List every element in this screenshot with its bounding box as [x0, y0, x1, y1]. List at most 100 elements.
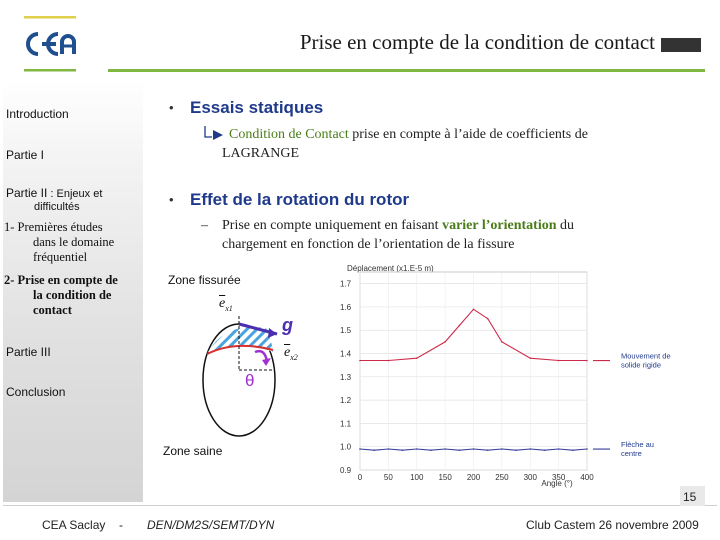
chart-point-1: [415, 357, 418, 359]
highlight-varier-orientation: varier l’orientation: [442, 218, 557, 233]
chart-x-label: Angle (°): [541, 479, 573, 488]
chart-x-tick-label: 100: [410, 473, 424, 482]
chart-point-2: [444, 448, 446, 450]
ex2-sub: x2: [290, 352, 298, 362]
chart-point-2: [401, 449, 404, 451]
bullet-2: •: [169, 192, 174, 207]
chart-y-tick-label: 1.1: [340, 419, 352, 428]
chart-point-1: [444, 341, 446, 343]
bullet-1: •: [169, 100, 174, 115]
heading-essais-statiques: Essais statiques: [190, 98, 324, 117]
chart-point-2: [387, 448, 390, 450]
chart-title: Déplacement (x1.E-5 m): [347, 264, 434, 273]
g-label: g: [282, 315, 293, 335]
chart-point-1: [359, 359, 361, 362]
page-number: 15: [683, 490, 697, 504]
chart-point-2: [430, 449, 432, 451]
sidebar: Introduction Partie I Partie II : Enjeux…: [3, 80, 143, 502]
nav-partie-2[interactable]: Partie II : Enjeux et: [6, 186, 102, 200]
chart-legend-label-1: Mouvement de solide rigide: [621, 352, 671, 370]
chart-y-tick-label: 1.0: [340, 443, 352, 452]
sub-point-1: Condition de Contact prise en compte à l…: [229, 125, 588, 144]
title-accent-block: [661, 38, 701, 52]
footer-department: DEN/DM2S/SEMT/DYN: [147, 518, 275, 532]
footer-org: CEA Saclay: [42, 518, 106, 532]
chart-x-tick-label: 0: [358, 473, 363, 482]
chart-point-1: [529, 357, 532, 359]
sub-point-2-pre: Prise en compte uniquement en faisant: [222, 218, 443, 233]
chart-point-2: [515, 449, 517, 451]
chart-x-tick-label: 250: [495, 473, 509, 482]
sub-point-1-line-2: LAGRANGE: [222, 146, 299, 161]
header-divider: [108, 69, 705, 72]
nav-introduction[interactable]: Introduction: [6, 107, 69, 121]
footer-event: Club Castem 26 novembre 2009: [526, 518, 699, 532]
footer-separator: -: [119, 518, 123, 532]
chart-y-tick-label: 1.4: [340, 350, 352, 359]
chart-y-tick-label: 1.6: [340, 303, 352, 312]
nav-item-2-line-3: contact: [33, 303, 72, 317]
chart-point-2: [572, 449, 574, 451]
nav-partie-1[interactable]: Partie I: [6, 148, 45, 162]
logo-text: cea: [18, 14, 20, 15]
chart-point-1: [472, 308, 475, 311]
chart-y-tick-label: 1.5: [340, 326, 352, 335]
chart-y-tick-label: 1.3: [340, 373, 352, 382]
nav-item-1-line-2: dans le domaine: [33, 235, 115, 249]
ex1-symbol: e: [219, 296, 226, 311]
chart-x-tick-label: 350: [552, 473, 566, 482]
sub-arrow-icon: [204, 126, 223, 140]
label-zone-fissuree: Zone fissurée: [168, 273, 241, 287]
chart-point-2: [486, 449, 489, 451]
nav-item-2-line-1: 2- Prise en compte de: [4, 273, 118, 287]
nav-item-2-line-2: la condition de: [33, 288, 112, 302]
chart-x-tick-label: 150: [438, 473, 452, 482]
heading-effet-rotation: Effet de la rotation du rotor: [190, 190, 410, 209]
displacement-chart: Déplacement (x1.E-5 m) 0.9 1.0 1.1 1.2 1.3 1.…: [325, 260, 685, 492]
chart-point-2: [529, 448, 532, 450]
nav-partie-2-sub-2: difficultés: [34, 201, 80, 213]
sub-point-1-text: prise en compte à l’aide de coefficients…: [348, 127, 588, 142]
theta-label: θ: [245, 371, 255, 390]
chart-point-1: [387, 359, 390, 362]
chart-x-tick-label: 400: [580, 473, 594, 482]
chart-point-2: [472, 448, 475, 450]
dash-2: –: [201, 218, 208, 233]
nav-conclusion[interactable]: Conclusion: [6, 385, 66, 399]
chart-point-2: [543, 449, 546, 451]
page-number-box: [680, 486, 705, 506]
chart-x-tick-label: 200: [467, 473, 481, 482]
chart-point-2: [415, 448, 418, 450]
chart-point-2: [501, 448, 503, 450]
chart-legend-label-2: Flèche au centre: [621, 440, 654, 458]
ex1-sub: x1: [225, 303, 233, 313]
chart-point-1: [486, 317, 489, 320]
nav-partie-2-label: Partie II: [6, 186, 48, 200]
chart-point-1: [501, 341, 503, 343]
chart-point-2: [458, 449, 461, 451]
chart-point-2: [373, 449, 375, 451]
label-zone-saine: Zone saine: [163, 444, 223, 458]
chart-x-tick-label: 300: [524, 473, 538, 482]
chart-y-tick-label: 1.7: [340, 280, 352, 289]
nav-partie-3[interactable]: Partie III: [6, 345, 51, 359]
chart-point-1: [586, 359, 588, 362]
rotor-section-diagram: [202, 316, 278, 437]
chart-point-1: [557, 359, 560, 362]
ex1-vector-label: ex1: [219, 296, 233, 313]
chart-point-2: [586, 448, 588, 450]
chart-point-2: [359, 448, 361, 450]
chart-x-tick-label: 50: [384, 473, 393, 482]
nav-item-1-line-1: 1- Premières études: [4, 220, 103, 234]
chart-y-tick-label: 1.2: [340, 396, 352, 405]
crack-line: [206, 344, 274, 355]
slide-title: Prise en compte de la condition de conta…: [299, 30, 655, 54]
footer-divider: [3, 505, 717, 506]
ex2-vector-label: ex2: [284, 345, 298, 362]
chart-point-2: [557, 448, 560, 450]
sub-point-2-line-2: chargement en fonction de l’orientation …: [222, 237, 515, 252]
sub-point-2: Prise en compte uniquement en faisant va…: [222, 216, 574, 235]
highlight-condition-contact: Condition de Contact: [229, 127, 349, 142]
sub-point-2-post: du: [556, 218, 574, 233]
cea-logo: cea: [18, 14, 76, 72]
